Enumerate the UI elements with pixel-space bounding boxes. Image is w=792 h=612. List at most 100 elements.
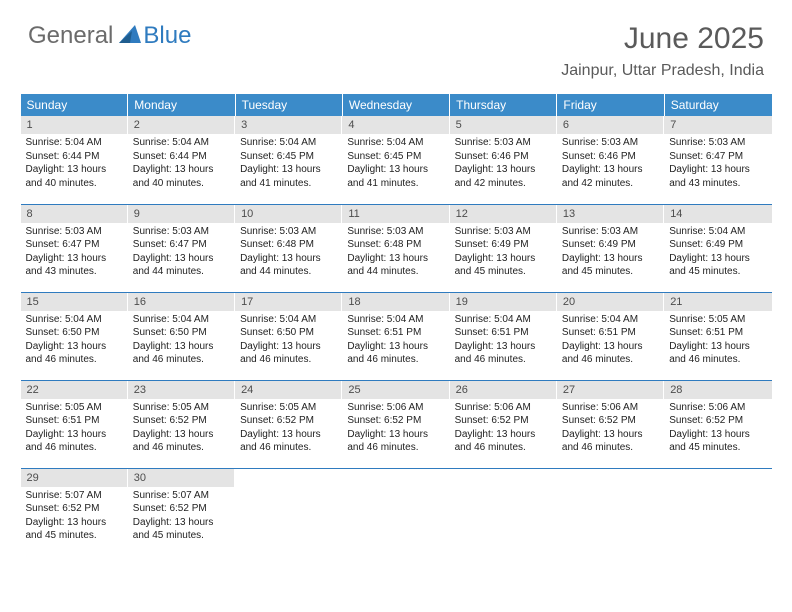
day-number: 12 <box>450 205 557 223</box>
calendar-day-cell: 28Sunrise: 5:06 AMSunset: 6:52 PMDayligh… <box>664 380 771 468</box>
day-details: Sunrise: 5:07 AMSunset: 6:52 PMDaylight:… <box>128 487 235 547</box>
daylight-text: Daylight: 13 hours <box>26 428 123 442</box>
day-details: Sunrise: 5:05 AMSunset: 6:51 PMDaylight:… <box>664 311 771 371</box>
logo-text-b: Blue <box>143 22 191 50</box>
calendar-day-cell: . <box>450 468 557 556</box>
daylight-text: Daylight: 13 hours <box>347 163 444 177</box>
sunrise-text: Sunrise: 5:04 AM <box>240 313 337 327</box>
weekday-header: Tuesday <box>235 94 342 116</box>
sunrise-text: Sunrise: 5:05 AM <box>133 401 230 415</box>
sunset-text: Sunset: 6:50 PM <box>240 326 337 340</box>
sunrise-text: Sunrise: 5:04 AM <box>133 136 230 150</box>
sunrise-text: Sunrise: 5:03 AM <box>562 225 659 239</box>
day-details: Sunrise: 5:03 AMSunset: 6:46 PMDaylight:… <box>557 134 664 194</box>
day-number: 23 <box>128 381 235 399</box>
calendar-day-cell: 21Sunrise: 5:05 AMSunset: 6:51 PMDayligh… <box>664 292 771 380</box>
daylight-text: Daylight: 13 hours <box>455 163 552 177</box>
sunset-text: Sunset: 6:52 PM <box>26 502 123 516</box>
daylight-text: Daylight: 13 hours <box>26 163 123 177</box>
daylight-text: and 46 minutes. <box>562 353 659 367</box>
sunset-text: Sunset: 6:48 PM <box>240 238 337 252</box>
day-details: Sunrise: 5:05 AMSunset: 6:52 PMDaylight:… <box>235 399 342 459</box>
daylight-text: and 40 minutes. <box>26 177 123 191</box>
calendar-day-cell: 29Sunrise: 5:07 AMSunset: 6:52 PMDayligh… <box>21 468 128 556</box>
weekday-header: Wednesday <box>342 94 449 116</box>
day-number: 1 <box>21 116 128 134</box>
sunrise-text: Sunrise: 5:05 AM <box>240 401 337 415</box>
day-number: 30 <box>128 469 235 487</box>
day-details: Sunrise: 5:04 AMSunset: 6:49 PMDaylight:… <box>664 223 771 283</box>
day-number: 15 <box>21 293 128 311</box>
day-details: Sunrise: 5:03 AMSunset: 6:47 PMDaylight:… <box>664 134 771 194</box>
sunset-text: Sunset: 6:52 PM <box>133 414 230 428</box>
sunset-text: Sunset: 6:52 PM <box>133 502 230 516</box>
day-number: 17 <box>235 293 342 311</box>
sunrise-text: Sunrise: 5:04 AM <box>347 313 444 327</box>
daylight-text: Daylight: 13 hours <box>240 252 337 266</box>
calendar-day-cell: 15Sunrise: 5:04 AMSunset: 6:50 PMDayligh… <box>21 292 128 380</box>
day-details: Sunrise: 5:04 AMSunset: 6:44 PMDaylight:… <box>128 134 235 194</box>
calendar-week-row: 15Sunrise: 5:04 AMSunset: 6:50 PMDayligh… <box>21 292 772 380</box>
day-details: Sunrise: 5:06 AMSunset: 6:52 PMDaylight:… <box>450 399 557 459</box>
day-details: Sunrise: 5:05 AMSunset: 6:52 PMDaylight:… <box>128 399 235 459</box>
daylight-text: and 46 minutes. <box>347 353 444 367</box>
daylight-text: and 46 minutes. <box>240 441 337 455</box>
day-number: 2 <box>128 116 235 134</box>
day-number: 26 <box>450 381 557 399</box>
day-number: 3 <box>235 116 342 134</box>
day-number: 24 <box>235 381 342 399</box>
daylight-text: Daylight: 13 hours <box>562 163 659 177</box>
day-details: Sunrise: 5:04 AMSunset: 6:50 PMDaylight:… <box>21 311 128 371</box>
sunset-text: Sunset: 6:46 PM <box>562 150 659 164</box>
day-number: 9 <box>128 205 235 223</box>
daylight-text: Daylight: 13 hours <box>562 252 659 266</box>
day-details: Sunrise: 5:06 AMSunset: 6:52 PMDaylight:… <box>557 399 664 459</box>
sunrise-text: Sunrise: 5:04 AM <box>133 313 230 327</box>
day-details: Sunrise: 5:04 AMSunset: 6:50 PMDaylight:… <box>128 311 235 371</box>
weekday-header: Friday <box>557 94 664 116</box>
daylight-text: Daylight: 13 hours <box>133 428 230 442</box>
daylight-text: and 45 minutes. <box>26 529 123 543</box>
sunrise-text: Sunrise: 5:04 AM <box>669 225 766 239</box>
daylight-text: and 41 minutes. <box>240 177 337 191</box>
calendar-day-cell: 22Sunrise: 5:05 AMSunset: 6:51 PMDayligh… <box>21 380 128 468</box>
calendar-day-cell: 2Sunrise: 5:04 AMSunset: 6:44 PMDaylight… <box>128 116 235 204</box>
sunset-text: Sunset: 6:44 PM <box>26 150 123 164</box>
sunrise-text: Sunrise: 5:03 AM <box>455 225 552 239</box>
daylight-text: Daylight: 13 hours <box>669 163 766 177</box>
sunset-text: Sunset: 6:47 PM <box>26 238 123 252</box>
daylight-text: Daylight: 13 hours <box>26 516 123 530</box>
weekday-header: Saturday <box>664 94 771 116</box>
sunrise-text: Sunrise: 5:04 AM <box>562 313 659 327</box>
daylight-text: and 42 minutes. <box>455 177 552 191</box>
daylight-text: Daylight: 13 hours <box>669 340 766 354</box>
daylight-text: Daylight: 13 hours <box>133 252 230 266</box>
calendar-day-cell: 4Sunrise: 5:04 AMSunset: 6:45 PMDaylight… <box>342 116 449 204</box>
sunrise-text: Sunrise: 5:07 AM <box>133 489 230 503</box>
sunrise-text: Sunrise: 5:05 AM <box>669 313 766 327</box>
day-number: 5 <box>450 116 557 134</box>
calendar-week-row: 8Sunrise: 5:03 AMSunset: 6:47 PMDaylight… <box>21 204 772 292</box>
day-details: Sunrise: 5:04 AMSunset: 6:45 PMDaylight:… <box>342 134 449 194</box>
day-number: 10 <box>235 205 342 223</box>
calendar-day-cell: . <box>557 468 664 556</box>
daylight-text: and 45 minutes. <box>133 529 230 543</box>
day-number: 13 <box>557 205 664 223</box>
daylight-text: and 44 minutes. <box>240 265 337 279</box>
calendar-day-cell: 9Sunrise: 5:03 AMSunset: 6:47 PMDaylight… <box>128 204 235 292</box>
day-details: Sunrise: 5:03 AMSunset: 6:48 PMDaylight:… <box>235 223 342 283</box>
calendar-day-cell: 3Sunrise: 5:04 AMSunset: 6:45 PMDaylight… <box>235 116 342 204</box>
calendar-day-cell: 16Sunrise: 5:04 AMSunset: 6:50 PMDayligh… <box>128 292 235 380</box>
day-number: 14 <box>664 205 771 223</box>
day-number: 18 <box>342 293 449 311</box>
calendar-day-cell: 10Sunrise: 5:03 AMSunset: 6:48 PMDayligh… <box>235 204 342 292</box>
daylight-text: and 45 minutes. <box>562 265 659 279</box>
logo-text-a: General <box>28 22 113 50</box>
day-number: 20 <box>557 293 664 311</box>
calendar-day-cell: 14Sunrise: 5:04 AMSunset: 6:49 PMDayligh… <box>664 204 771 292</box>
sunset-text: Sunset: 6:44 PM <box>133 150 230 164</box>
sunrise-text: Sunrise: 5:04 AM <box>347 136 444 150</box>
sunset-text: Sunset: 6:51 PM <box>455 326 552 340</box>
daylight-text: and 45 minutes. <box>669 441 766 455</box>
sunset-text: Sunset: 6:45 PM <box>347 150 444 164</box>
